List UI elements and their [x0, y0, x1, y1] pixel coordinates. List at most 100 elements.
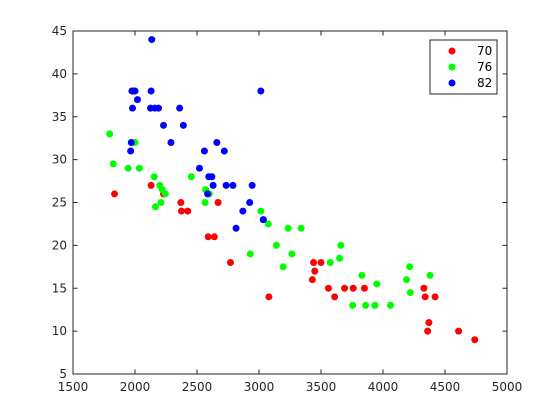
data-point-1-4 — [135, 164, 143, 172]
legend-box — [429, 39, 498, 95]
data-point-2-8 — [147, 87, 155, 95]
x-tick-label-4: 3500 — [306, 380, 337, 394]
data-point-0-6 — [204, 233, 212, 241]
data-point-1-20 — [279, 263, 287, 271]
data-point-1-2 — [124, 164, 132, 172]
data-point-1-30 — [371, 301, 379, 309]
y-tick-label-0: 5 — [59, 367, 67, 381]
y-tick-label-3: 20 — [52, 238, 67, 252]
data-point-2-20 — [208, 173, 216, 181]
data-point-2-5 — [131, 87, 139, 95]
data-point-0-12 — [310, 259, 318, 267]
legend-label-2: 82 — [477, 76, 492, 90]
x-tick-label-7: 5000 — [492, 380, 523, 394]
data-point-1-19 — [272, 241, 280, 249]
data-point-0-11 — [308, 276, 316, 284]
data-point-1-23 — [297, 224, 305, 232]
data-point-2-11 — [155, 104, 163, 112]
data-point-2-0 — [127, 147, 135, 155]
data-point-0-7 — [210, 233, 218, 241]
data-point-2-29 — [248, 181, 256, 189]
data-point-1-29 — [362, 301, 370, 309]
data-point-2-14 — [176, 104, 184, 112]
y-tick-label-4: 25 — [52, 196, 67, 210]
x-tick-label-0: 1500 — [58, 380, 89, 394]
data-point-0-19 — [360, 284, 368, 292]
data-point-0-1 — [147, 181, 155, 189]
data-point-1-34 — [406, 263, 414, 271]
data-point-2-1 — [127, 138, 135, 146]
data-point-1-28 — [358, 271, 366, 279]
data-point-0-25 — [455, 327, 463, 335]
data-point-1-22 — [288, 250, 296, 258]
data-point-2-16 — [195, 164, 203, 172]
data-point-2-9 — [148, 36, 156, 44]
data-point-0-15 — [324, 284, 332, 292]
data-point-1-35 — [406, 289, 414, 297]
data-point-0-4 — [178, 207, 185, 215]
data-point-0-13 — [311, 267, 319, 275]
y-tick-label-7: 40 — [52, 67, 67, 81]
y-tick-label-8: 45 — [52, 24, 67, 38]
y-tick-label-5: 30 — [52, 153, 67, 167]
data-point-2-30 — [257, 87, 265, 95]
data-point-2-21 — [209, 181, 217, 189]
x-tick-label-1: 2000 — [120, 380, 151, 394]
data-point-1-18 — [264, 220, 272, 228]
axes-box — [72, 30, 508, 375]
data-point-2-26 — [232, 224, 240, 232]
data-point-2-27 — [239, 207, 247, 215]
data-point-1-27 — [349, 301, 357, 309]
tick-labels: 1500 2000 2500 3000 3500 4000 4500 5000 5 10 15 20 2… — [52, 24, 523, 394]
data-point-0-5 — [184, 207, 192, 215]
data-point-1-5 — [150, 173, 158, 181]
data-point-0-10 — [265, 293, 273, 301]
data-point-0-16 — [331, 293, 339, 301]
data-point-2-31 — [259, 216, 267, 224]
data-point-1-32 — [386, 301, 394, 309]
data-point-1-24 — [326, 259, 334, 267]
data-point-1-1 — [109, 160, 117, 168]
x-tick-label-6: 4500 — [430, 380, 461, 394]
data-point-0-17 — [341, 284, 349, 292]
data-point-1-8 — [157, 199, 165, 206]
data-point-1-11 — [187, 173, 195, 181]
data-point-0-23 — [425, 319, 433, 327]
y-tick-label-1: 10 — [52, 324, 67, 338]
data-point-0-8 — [214, 199, 222, 206]
data-point-1-12 — [201, 199, 209, 206]
data-point-1-0 — [106, 130, 114, 138]
legend-label-1: 76 — [477, 60, 492, 74]
data-point-0-24 — [431, 293, 439, 301]
legend-marker-1 — [448, 63, 456, 71]
data-point-2-23 — [220, 147, 228, 155]
data-point-1-15 — [246, 250, 254, 258]
data-point-2-22 — [213, 138, 221, 146]
data-point-2-15 — [179, 121, 187, 129]
data-point-0-26 — [471, 336, 479, 344]
data-point-0-22 — [424, 327, 432, 335]
data-point-1-10 — [161, 190, 169, 198]
y-tick-label-6: 35 — [52, 110, 67, 124]
data-point-0-14 — [317, 259, 325, 267]
data-point-1-26 — [337, 241, 345, 249]
x-tick-label-2: 2500 — [182, 380, 213, 394]
data-point-2-17 — [200, 147, 208, 155]
data-point-2-28 — [246, 199, 254, 206]
data-point-0-21 — [421, 293, 429, 301]
data-point-2-24 — [222, 181, 230, 189]
data-points — [106, 36, 479, 344]
legend: 70 76 82 — [429, 39, 498, 95]
data-point-2-18 — [204, 190, 212, 198]
legend-label-0: 70 — [477, 44, 492, 58]
data-point-1-25 — [336, 254, 344, 262]
legend-marker-2 — [448, 79, 456, 87]
data-point-2-6 — [133, 96, 141, 104]
data-point-2-13 — [167, 138, 175, 146]
data-point-1-33 — [403, 276, 411, 284]
data-point-0-20 — [420, 284, 428, 292]
data-point-2-12 — [160, 121, 168, 129]
data-point-1-31 — [373, 280, 381, 288]
data-point-1-21 — [284, 224, 292, 232]
